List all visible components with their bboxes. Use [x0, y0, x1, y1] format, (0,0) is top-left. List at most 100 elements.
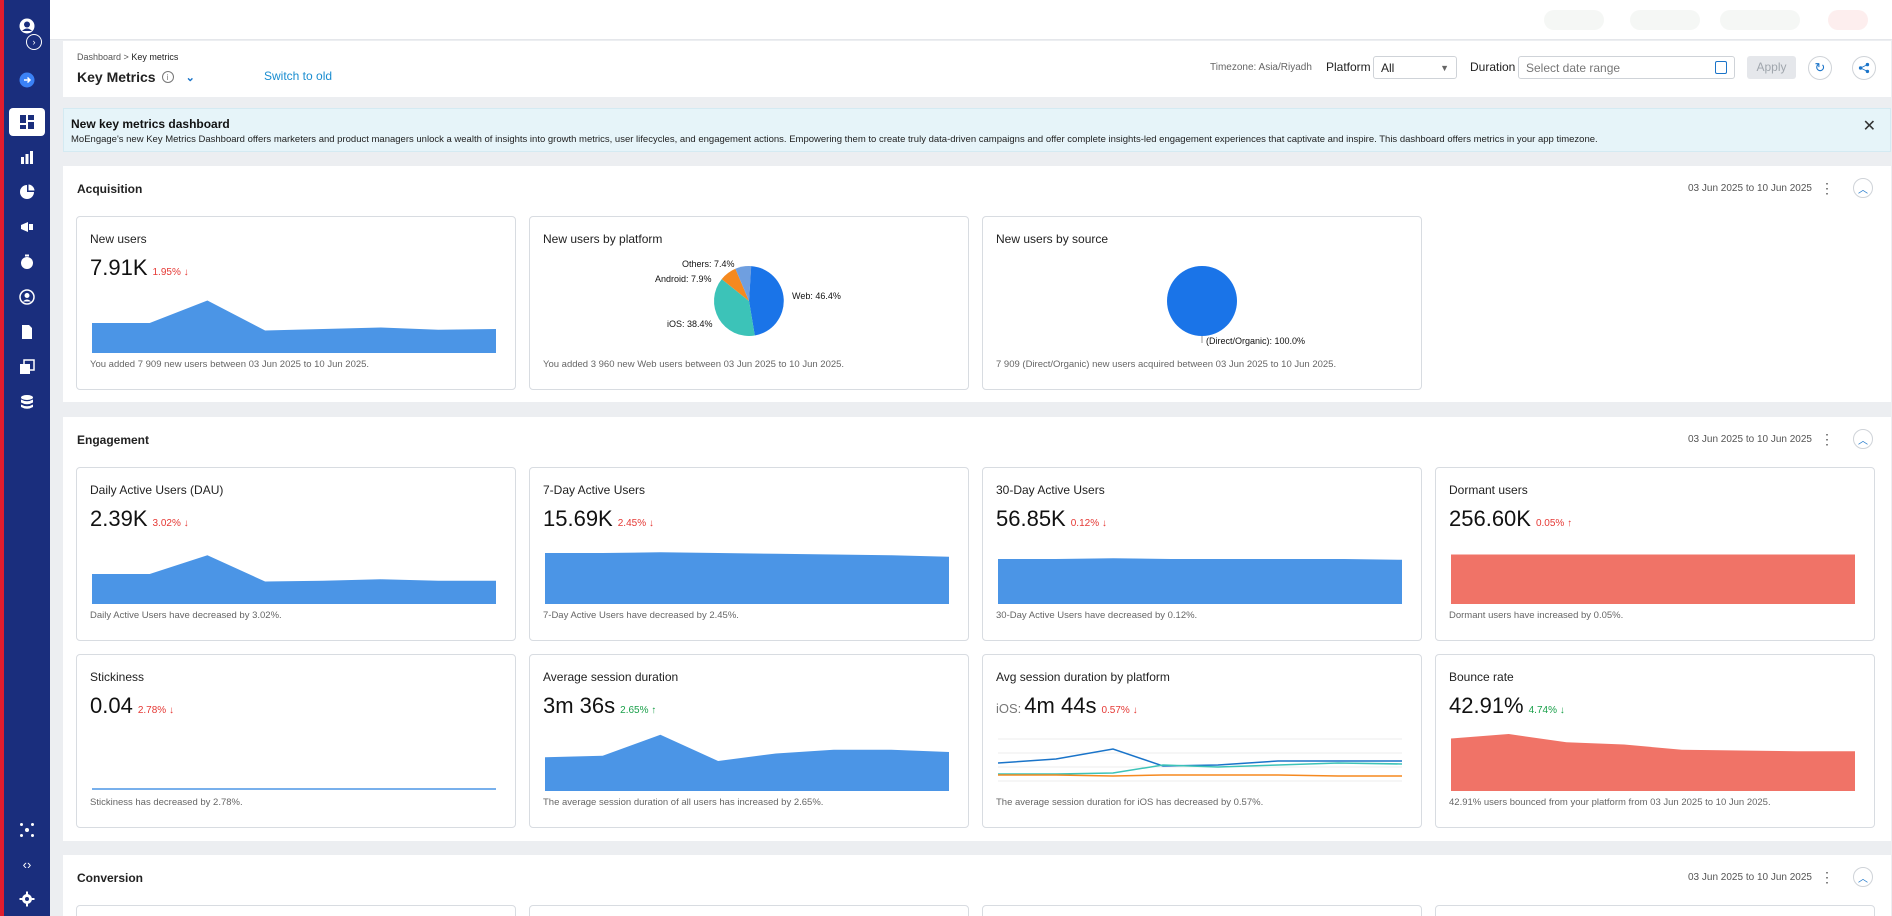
section-title: Engagement — [77, 433, 150, 447]
card-conversion[interactable] — [982, 905, 1422, 916]
breadcrumb-root[interactable]: Dashboard — [77, 52, 122, 62]
breadcrumb: Dashboard > Key metrics — [77, 52, 178, 62]
collapse-icon[interactable]: ︿ — [1853, 429, 1873, 449]
platform-select[interactable]: All ▼ — [1373, 56, 1457, 79]
top-bar-item[interactable] — [1544, 10, 1604, 30]
change-badge: 2.65% ↑ — [620, 705, 657, 716]
area-chart — [92, 555, 496, 604]
calendar-icon[interactable] — [1715, 61, 1727, 74]
developer-icon[interactable]: ‹› — [22, 856, 32, 872]
pie-label-others: Others: 7.4% — [682, 259, 735, 269]
card-conversion[interactable] — [1435, 905, 1875, 916]
area-series — [545, 734, 949, 791]
card-title: Daily Active Users (DAU) — [90, 483, 224, 497]
area-series — [545, 552, 949, 604]
card-avg-session[interactable]: Average session duration 3m 36s 2.65% ↑ … — [529, 654, 969, 828]
area-chart — [545, 552, 949, 604]
integrations-icon[interactable] — [4, 816, 50, 844]
platform-prefix: iOS: — [996, 701, 1022, 716]
card-mau[interactable]: 30-Day Active Users 56.85K 0.12% ↓ 30-Da… — [982, 467, 1422, 641]
more-options-icon[interactable]: ⋮ — [1820, 180, 1834, 196]
change-badge: 3.02% ↓ — [152, 518, 189, 529]
refresh-icon[interactable]: ↻ — [1808, 56, 1832, 80]
card-stickiness[interactable]: Stickiness 0.04 2.78% ↓ Stickiness has d… — [76, 654, 516, 828]
pie-label-web: Web: 46.4% — [792, 291, 841, 301]
area-series — [92, 300, 496, 353]
account-avatar[interactable] — [1828, 10, 1868, 30]
card-footer: 7-Day Active Users have decreased by 2.4… — [543, 610, 739, 621]
conversion-section: Conversion 03 Jun 2025 to 10 Jun 2025 ⋮ … — [63, 855, 1891, 916]
card-dormant-users[interactable]: Dormant users 256.60K 0.05% ↑ Dormant us… — [1435, 467, 1875, 641]
section-title: Acquisition — [77, 182, 143, 196]
card-new-users[interactable]: New users 7.91K 1.95% ↓ You added 7 909 … — [76, 216, 516, 390]
card-footer: Stickiness has decreased by 2.78%. — [90, 797, 243, 808]
more-options-icon[interactable]: ⋮ — [1820, 431, 1834, 447]
dashboard-icon[interactable] — [9, 108, 45, 136]
change-badge: 0.57% ↓ — [1101, 705, 1138, 716]
content-icon[interactable] — [4, 353, 50, 381]
more-options-icon[interactable]: ⋮ — [1820, 869, 1834, 885]
area-series — [1451, 554, 1855, 604]
pie-slice-web — [749, 266, 784, 336]
metric-value: 0.04 — [90, 693, 133, 718]
info-banner: New key metrics dashboard MoEngage's new… — [63, 108, 1891, 152]
data-icon[interactable] — [4, 388, 50, 416]
card-bounce-rate[interactable]: Bounce rate 42.91% 4.74% ↓ 42.91% users … — [1435, 654, 1875, 828]
user-avatar-icon[interactable] — [4, 12, 50, 40]
flows-icon[interactable] — [4, 248, 50, 276]
top-bar-item[interactable] — [1630, 10, 1700, 30]
card-new-users-by-platform[interactable]: New users by platform Web: 46.4% iOS: 38… — [529, 216, 969, 390]
duration-date-input[interactable]: Select date range — [1518, 56, 1735, 79]
metric-value: 2.39K — [90, 506, 148, 531]
settings-icon[interactable] — [4, 885, 50, 913]
card-conversion[interactable] — [529, 905, 969, 916]
card-footer: 42.91% users bounced from your platform … — [1449, 797, 1771, 808]
campaigns-icon[interactable] — [4, 213, 50, 241]
card-footer: You added 7 909 new users between 03 Jun… — [90, 359, 370, 370]
metric-value: 15.69K — [543, 506, 613, 531]
close-icon[interactable]: ✕ — [1862, 118, 1876, 135]
users-icon[interactable] — [4, 283, 50, 311]
card-footer: 30-Day Active Users have decreased by 0.… — [996, 610, 1198, 621]
chevron-down-icon[interactable]: ⌄ — [185, 71, 195, 84]
analytics-icon[interactable] — [4, 143, 50, 171]
card-session-by-platform[interactable]: Avg session duration by platform iOS: 4m… — [982, 654, 1422, 828]
expand-icon[interactable]: › — [26, 34, 42, 50]
collapse-icon[interactable]: ︿ — [1853, 867, 1873, 887]
page-header: Dashboard > Key metrics Key Metrics i ⌄ … — [63, 41, 1891, 97]
card-footer: Daily Active Users have decreased by 3.0… — [90, 610, 282, 621]
area-series — [998, 558, 1402, 604]
pie-slice-others — [735, 266, 752, 301]
home-icon[interactable] — [4, 66, 50, 94]
card-title: Avg session duration by platform — [996, 670, 1170, 684]
window-edge — [0, 0, 4, 916]
card-footer: The average session duration for iOS has… — [996, 797, 1264, 808]
section-title: Conversion — [77, 871, 144, 885]
pie-label-ios: iOS: 38.4% — [667, 319, 713, 329]
area-chart — [998, 558, 1402, 604]
card-wau[interactable]: 7-Day Active Users 15.69K 2.45% ↓ 7-Day … — [529, 467, 969, 641]
card-conversion[interactable] — [76, 905, 516, 916]
pie-label-android: Android: 7.9% — [655, 274, 712, 284]
apply-button[interactable]: Apply — [1747, 56, 1796, 79]
info-icon[interactable]: i — [161, 71, 174, 83]
line-chart — [92, 788, 496, 790]
card-title: New users by source — [996, 232, 1109, 246]
card-value: 7.91K 1.95% ↓ — [90, 255, 189, 281]
change-badge: 0.05% ↑ — [1535, 518, 1573, 529]
reports-icon[interactable] — [4, 318, 50, 346]
segments-icon[interactable] — [4, 178, 50, 206]
card-footer: 7 909 (Direct/Organic) new users acquire… — [996, 359, 1337, 370]
collapse-icon[interactable]: ︿ — [1853, 178, 1873, 198]
switch-to-old-link[interactable]: Switch to old — [264, 69, 333, 83]
card-new-users-by-source[interactable]: New users by source (Direct/Organic): 10… — [982, 216, 1422, 390]
series-line-web — [998, 762, 1402, 775]
banner-title: New key metrics dashboard — [71, 117, 230, 131]
card-dau[interactable]: Daily Active Users (DAU) 2.39K 3.02% ↓ D… — [76, 467, 516, 641]
page-title-text: Key Metrics — [77, 69, 156, 85]
metric-value: 4m 44s — [1024, 693, 1097, 718]
card-title: 7-Day Active Users — [543, 483, 646, 497]
top-bar-item[interactable] — [1720, 10, 1800, 30]
share-icon[interactable] — [1852, 56, 1876, 80]
duration-placeholder: Select date range — [1526, 61, 1621, 75]
